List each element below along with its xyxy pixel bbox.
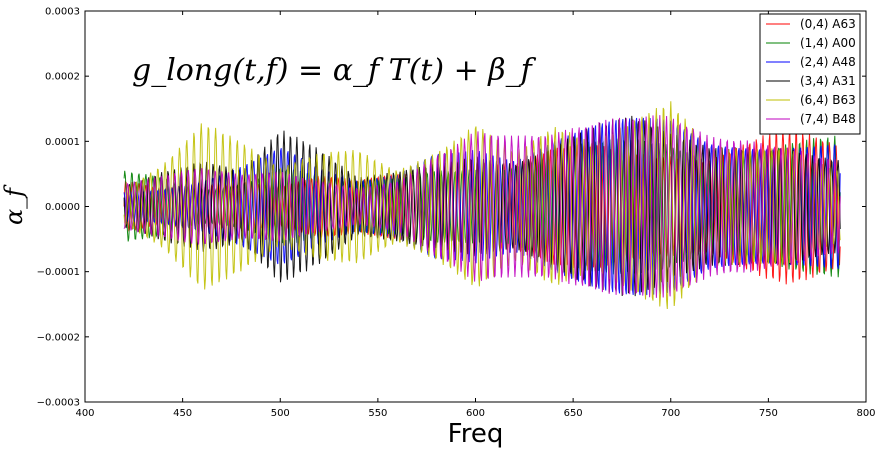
- y-axis: −0.0003 −0.0002 −0.0001 0.0000 0.0001 0.0002 0…: [37, 7, 866, 409]
- y-tick-label: 0.0001: [45, 137, 80, 148]
- y-tick-label: −0.0003: [37, 398, 80, 409]
- x-tick-label: 400: [75, 408, 94, 419]
- x-tick-label: 800: [856, 408, 875, 419]
- legend-label: (6,4) B63: [800, 93, 856, 107]
- y-tick-label: −0.0002: [37, 332, 80, 343]
- y-tick-label: 0.0002: [45, 72, 80, 83]
- legend-label: (7,4) B48: [800, 112, 856, 126]
- series-layer: [123, 101, 841, 310]
- legend-label: (1,4) A00: [800, 36, 856, 50]
- x-tick-label: 750: [759, 408, 778, 419]
- series-line-5: [123, 115, 841, 298]
- legend: (0,4) A63 (1,4) A00 (2,4) A48 (3,4) A31 (6,4…: [759, 13, 861, 135]
- x-tick-label: 650: [564, 408, 583, 419]
- legend-label: (2,4) A48: [800, 55, 856, 69]
- x-tick-label: 450: [173, 408, 192, 419]
- x-tick-label: 600: [466, 408, 485, 419]
- y-tick-label: −0.0001: [37, 267, 80, 278]
- legend-box: [759, 13, 861, 135]
- y-tick-label: 0.0003: [45, 7, 80, 18]
- series-line-3: [123, 115, 841, 297]
- x-tick-label: 700: [661, 408, 680, 419]
- x-axis: 400 450 500 550 600 650 700 750 800: [75, 11, 876, 419]
- x-tick-label: 550: [368, 408, 387, 419]
- legend-label: (3,4) A31: [800, 74, 856, 88]
- equation-annotation: g_long(t,f) = α_f T(t) + β_f: [132, 53, 537, 88]
- x-tick-label: 500: [271, 408, 290, 419]
- y-axis-label: α_f: [0, 184, 28, 225]
- x-axis-label: Freq: [448, 419, 504, 449]
- legend-label: (0,4) A63: [800, 17, 856, 31]
- y-tick-label: 0.0000: [45, 202, 80, 213]
